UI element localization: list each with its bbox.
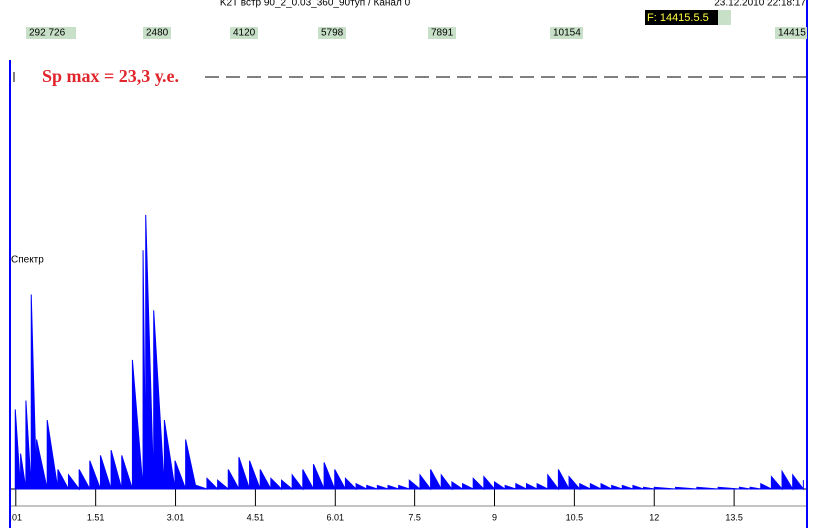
marker-label: 4120 [233, 28, 256, 39]
marker-box [318, 27, 346, 39]
x-tick-label: 4.51 [247, 512, 265, 522]
marker-box [143, 27, 171, 39]
marker-box [26, 27, 76, 39]
marker-box [775, 27, 807, 39]
marker-label: 7891 [431, 28, 454, 39]
x-tick-label: 3.01 [167, 512, 185, 522]
x-tick-label: 1.51 [87, 512, 105, 522]
datetime: 23.12.2010 22:18:17 [714, 0, 806, 9]
cursor-box-tail [718, 10, 731, 25]
marker-box [230, 27, 258, 39]
spectrum [14, 214, 804, 491]
x-tick-label: 10.5 [566, 512, 584, 522]
x-tick-label: 7.5 [408, 512, 421, 522]
marker-label: 2480 [146, 28, 169, 39]
marker-label: 14415 [778, 28, 806, 39]
window-title: K2T встр 90_2_0.03_360_90туп / Канал 0 [220, 0, 411, 9]
x-tick-label: 13.5 [725, 512, 743, 522]
marker-label: 5798 [321, 28, 344, 39]
cursor-label: F: 14415.5.5 [647, 12, 709, 24]
marker-box [550, 27, 583, 39]
cursor-box [645, 10, 718, 25]
y-label: Спектр [11, 255, 44, 266]
marker-box [428, 27, 456, 39]
marker-label: 292 726 [29, 28, 66, 39]
x-tick-label: 12 [649, 512, 659, 522]
x-tick-label: 9 [492, 512, 497, 522]
marker-label: 10154 [553, 28, 581, 39]
x-tick-label: .01 [10, 512, 23, 522]
sp-max-annotation: Sp max = 23,3 у.е. [42, 66, 179, 86]
x-tick-label: 6.01 [327, 512, 345, 522]
